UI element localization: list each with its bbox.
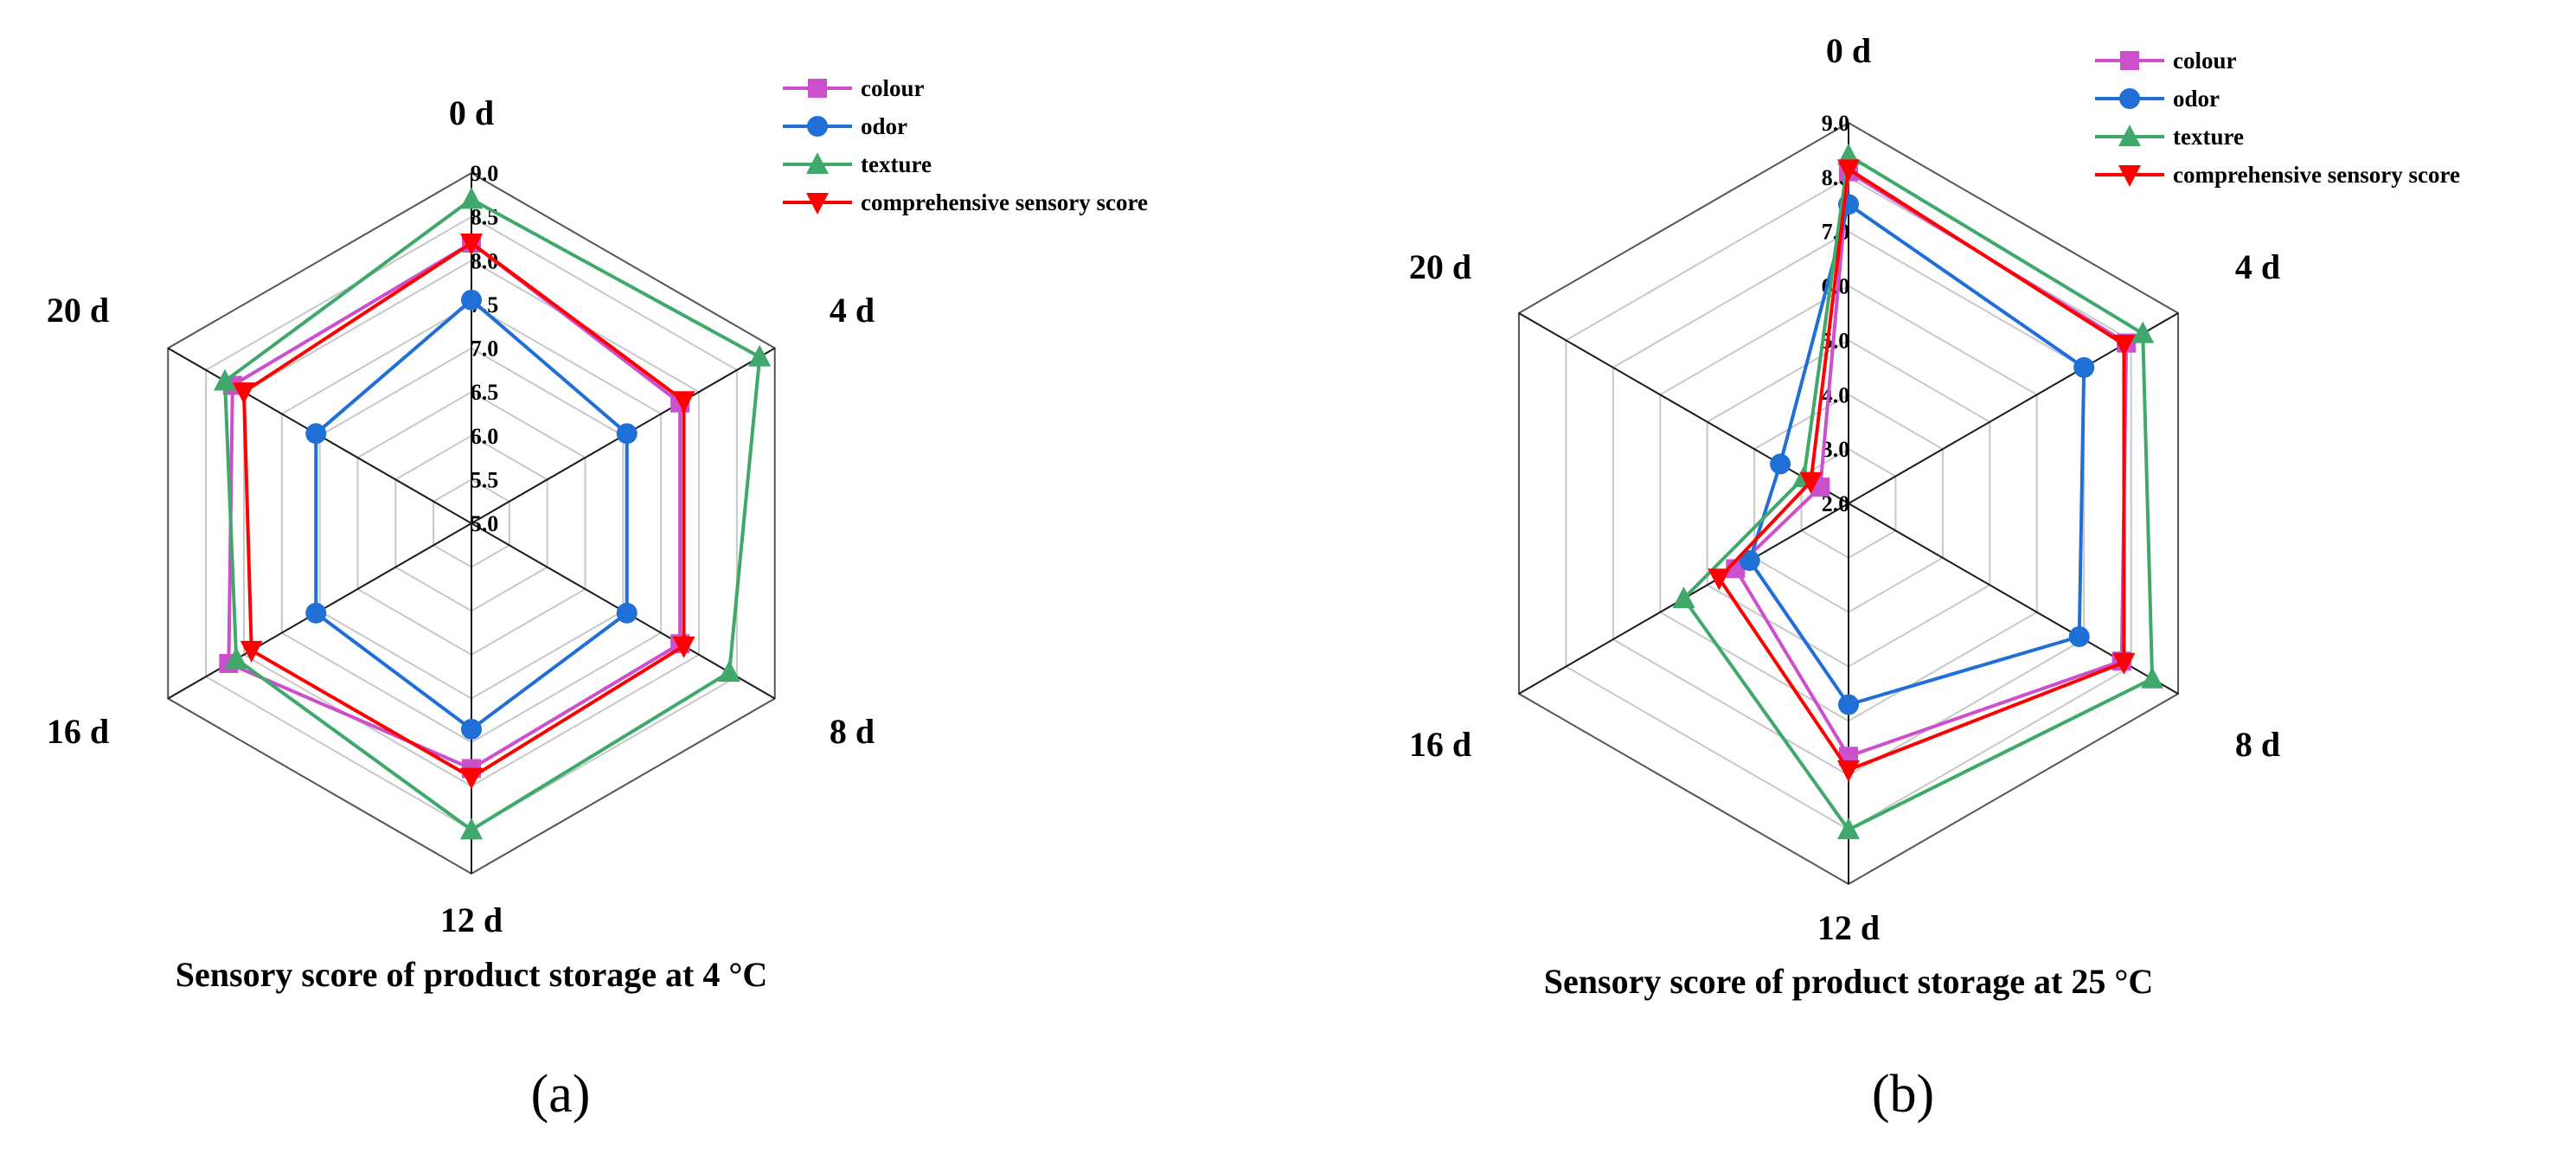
tick-label: 3.0: [1822, 437, 1850, 462]
radar-chart-4c: 5.05.56.06.57.07.58.08.59.00 d4 d8 d12 d…: [47, 75, 1148, 1124]
legend-marker: [2120, 51, 2139, 70]
legend-marker: [806, 152, 829, 174]
legend-label: colour: [861, 75, 925, 101]
data-point: [672, 391, 695, 413]
data-point: [460, 817, 483, 840]
series-1: [305, 289, 638, 740]
legend-entry: odor: [2095, 86, 2220, 112]
data-point: [460, 234, 483, 255]
data-point: [225, 646, 248, 669]
data-point: [461, 289, 482, 311]
data-point: [214, 369, 237, 391]
data-point: [1837, 760, 1860, 782]
radar-chart-25c: 2.03.04.05.06.07.08.09.00 d4 d8 d12 d16 …: [1409, 31, 2460, 1124]
legend-marker: [807, 116, 828, 137]
data-point: [305, 602, 327, 624]
legend-label: comprehensive sensory score: [2173, 162, 2460, 188]
category-label: 16 d: [1409, 725, 1471, 764]
category-label: 16 d: [47, 712, 109, 751]
data-point: [461, 718, 482, 740]
legend-label: texture: [2173, 124, 2244, 150]
category-label: 12 d: [1817, 908, 1880, 947]
data-point: [2073, 356, 2095, 378]
legend-entry: texture: [783, 151, 932, 177]
data-point: [460, 767, 483, 790]
data-point: [2068, 626, 2090, 647]
data-point: [616, 423, 638, 445]
legend-marker: [2119, 88, 2140, 109]
legend-entry: comprehensive sensory score: [783, 189, 1148, 215]
data-point: [1708, 568, 1731, 591]
tick-label: 7.0: [471, 336, 499, 362]
data-point: [2141, 666, 2164, 689]
data-point: [1739, 550, 1760, 571]
tick-label: 6.5: [471, 380, 499, 405]
tick-label: 4.0: [1822, 382, 1850, 407]
legend-marker: [2118, 125, 2141, 146]
legend-entry: texture: [2095, 124, 2244, 150]
data-point: [672, 636, 695, 658]
tick-label: 9.0: [1822, 111, 1850, 136]
axis-spoke: [1518, 312, 1849, 504]
tick-label: 5.0: [471, 511, 499, 536]
tick-label: 9.0: [471, 161, 499, 186]
legend-entry: odor: [783, 113, 907, 139]
category-label: 0 d: [449, 93, 494, 132]
data-point: [2112, 335, 2136, 357]
legend-entry: colour: [2095, 48, 2237, 74]
data-point: [460, 187, 483, 209]
chart-title: Sensory score of product storage at 4 °C: [176, 955, 767, 994]
series-2: [214, 187, 772, 840]
category-label: 20 d: [47, 291, 109, 330]
data-point: [2131, 321, 2155, 343]
data-point: [1672, 586, 1695, 608]
data-point: [1799, 471, 1823, 494]
panel-label: (b): [1872, 1065, 1934, 1124]
legend-marker: [806, 193, 829, 215]
series-3: [1708, 159, 2136, 782]
data-point: [240, 640, 263, 663]
category-label: 12 d: [440, 900, 503, 939]
chart-title: Sensory score of product storage at 25 °…: [1544, 962, 2153, 1001]
legend-entry: colour: [783, 75, 925, 101]
legend-label: odor: [2173, 86, 2220, 112]
data-point: [616, 602, 638, 624]
category-label: 0 d: [1826, 31, 1871, 70]
data-point: [232, 382, 255, 405]
category-label: 8 d: [2235, 725, 2280, 764]
panel-label: (a): [531, 1065, 591, 1124]
category-label: 8 d: [830, 712, 875, 751]
legend-label: texture: [861, 151, 932, 177]
data-point: [1838, 694, 1859, 715]
series-3: [232, 234, 695, 790]
data-point: [1770, 453, 1791, 475]
data-point: [1837, 817, 1860, 840]
series-line: [1747, 202, 2086, 707]
category-label: 20 d: [1409, 247, 1471, 286]
legend-marker: [2118, 165, 2141, 187]
legend-label: odor: [861, 113, 907, 139]
tick-label: 5.5: [471, 467, 499, 492]
category-label: 4 d: [830, 291, 875, 330]
legend-label: colour: [2173, 48, 2237, 74]
legend-label: comprehensive sensory score: [861, 189, 1148, 215]
legend-marker: [808, 79, 827, 98]
data-point: [305, 423, 327, 445]
data-point: [2112, 652, 2136, 675]
tick-label: 6.0: [471, 424, 499, 449]
tick-label: 8.5: [471, 205, 499, 230]
legend-entry: comprehensive sensory score: [2095, 162, 2460, 188]
data-point: [718, 660, 741, 683]
data-point: [748, 344, 772, 367]
category-label: 4 d: [2235, 247, 2280, 286]
data-point: [1837, 159, 1860, 182]
